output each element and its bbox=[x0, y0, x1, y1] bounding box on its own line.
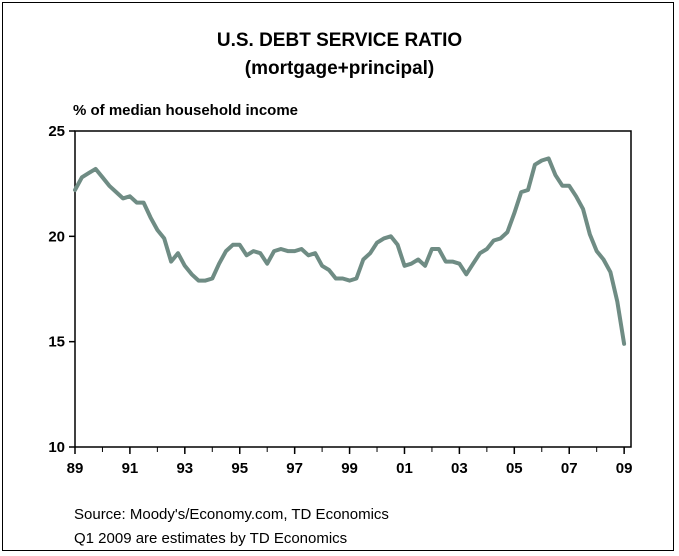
x-tick-label: 05 bbox=[506, 460, 523, 477]
chart-subtitle: (mortgage+principal) bbox=[244, 58, 435, 79]
y-tick-label: 25 bbox=[48, 123, 65, 140]
plot-area-border bbox=[74, 130, 632, 448]
x-tick-label: 97 bbox=[286, 460, 303, 477]
y-axis-label: % of median household income bbox=[73, 102, 299, 119]
x-tick-label: 95 bbox=[231, 460, 248, 477]
x-tick-label: 01 bbox=[396, 460, 413, 477]
series-line-debt-service-ratio bbox=[73, 156, 627, 346]
y-tick-label: 20 bbox=[48, 228, 65, 245]
estimate-note: Q1 2009 are estimates by TD Economics bbox=[74, 530, 348, 547]
x-tick-label: 91 bbox=[122, 460, 139, 477]
source-note: Source: Moody's/Economy.com, TD Economic… bbox=[74, 506, 389, 523]
x-tick-label: 89 bbox=[67, 460, 84, 477]
x-tick-label: 03 bbox=[451, 460, 468, 477]
y-tick-label: 15 bbox=[48, 334, 65, 351]
chart-title: U.S. DEBT SERVICE RATIO bbox=[216, 30, 463, 51]
x-tick-label: 99 bbox=[341, 460, 358, 477]
x-tick-label: 07 bbox=[561, 460, 578, 477]
y-tick-label: 10 bbox=[48, 439, 65, 456]
x-tick-label: 09 bbox=[616, 460, 633, 477]
x-tick-label: 93 bbox=[176, 460, 193, 477]
